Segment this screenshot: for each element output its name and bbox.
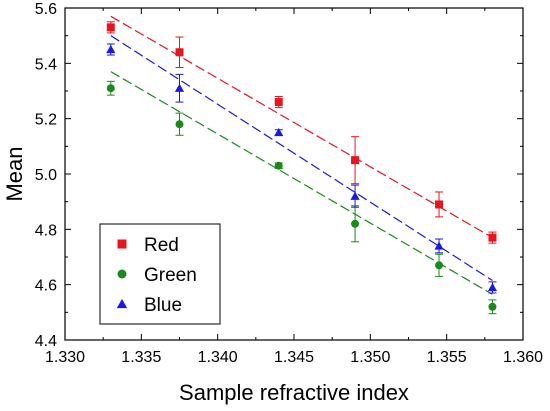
y-tick-label: 5.4 xyxy=(35,56,57,73)
green-legend-marker xyxy=(117,269,127,279)
blue-fit-line xyxy=(110,35,493,282)
red-point xyxy=(106,23,115,32)
blue-point xyxy=(487,282,498,292)
green-point xyxy=(175,120,184,129)
red-point xyxy=(351,156,360,165)
blue-legend-marker xyxy=(116,298,128,309)
red-legend-marker xyxy=(117,239,127,249)
green-point xyxy=(435,261,444,270)
red-point xyxy=(175,48,184,57)
blue-point xyxy=(350,191,360,200)
blue-point xyxy=(434,241,444,250)
y-tick-label: 5.2 xyxy=(35,112,57,129)
legend: Red Green Blue xyxy=(99,223,221,325)
red-fit-line xyxy=(110,15,493,239)
green-fit-line xyxy=(110,71,493,295)
x-axis-ticks: 1.330 1.335 1.340 1.345 1.350 1.355 1.360 xyxy=(45,8,543,366)
green-point xyxy=(106,84,115,93)
fit-lines xyxy=(110,15,493,295)
y-axis-ticks: 4.4 4.6 4.8 5.0 5.2 5.4 5.6 xyxy=(35,1,523,350)
y-tick-label: 5.6 xyxy=(35,1,57,18)
green-point xyxy=(488,302,497,311)
red-point xyxy=(488,233,497,242)
green-legend-label: Green xyxy=(144,265,197,286)
y-tick-label: 4.8 xyxy=(35,222,57,239)
data-markers xyxy=(106,23,498,311)
x-tick-label: 1.350 xyxy=(350,349,390,366)
y-tick-label: 4.6 xyxy=(35,278,57,295)
y-axis-label: Mean xyxy=(2,146,27,201)
blue-point xyxy=(174,83,185,92)
blue-point xyxy=(106,44,116,54)
x-axis-label: Sample refractive index xyxy=(179,380,409,405)
red-legend-label: Red xyxy=(144,235,179,256)
green-point xyxy=(274,161,283,170)
blue-point xyxy=(274,127,284,137)
red-point xyxy=(435,200,444,209)
blue-legend-label: Blue xyxy=(144,295,182,316)
x-tick-label: 1.355 xyxy=(427,349,467,366)
x-tick-label: 1.345 xyxy=(274,349,314,366)
green-point xyxy=(351,219,360,228)
red-point xyxy=(274,98,283,107)
x-tick-label: 1.335 xyxy=(121,349,161,366)
x-tick-label: 1.360 xyxy=(503,349,543,366)
y-tick-label: 4.4 xyxy=(35,333,57,350)
y-tick-label: 5.0 xyxy=(35,167,57,184)
x-tick-label: 1.330 xyxy=(45,349,85,366)
x-tick-label: 1.340 xyxy=(198,349,238,366)
